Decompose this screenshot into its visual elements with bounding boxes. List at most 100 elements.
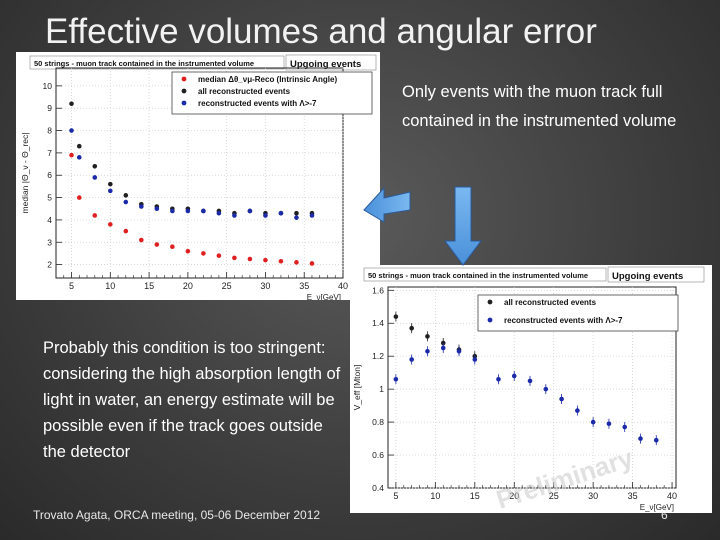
footer-text: Trovato Agata, ORCA meeting, 05-06 Decem… [33,508,321,522]
y-tick-label: 0.4 [372,483,384,493]
x-tick-label: 25 [222,281,232,291]
chart-header-box [29,55,285,70]
data-point [216,253,222,258]
y-tick-label: 7 [47,148,52,158]
data-point [76,143,82,149]
data-point [543,386,549,392]
data-point [201,251,206,256]
y-tick-label: 3 [47,237,52,247]
x-tick-label: 25 [549,491,559,501]
data-point [69,128,74,133]
data-point [606,421,612,427]
data-point [590,419,596,425]
data-point [185,208,191,214]
chart-subtitle: Upgoing events [612,271,683,282]
data-point [247,208,253,214]
data-point [425,348,430,354]
data-point [139,204,144,209]
data-point [123,228,129,234]
data-point [170,244,175,250]
data-point [393,314,399,319]
x-tick-label: 20 [509,491,519,501]
data-point [170,208,175,214]
y-tick-label: 4 [47,215,52,225]
data-point [107,222,113,227]
data-point [185,248,191,254]
x-axis-label: E_ν[GeV] [307,293,341,300]
legend-marker [181,100,187,106]
data-point [456,348,462,354]
data-point [309,261,315,266]
data-point [393,376,399,382]
data-point [76,195,82,200]
data-point [263,257,268,263]
data-point [232,255,237,261]
data-point [409,325,414,331]
data-point [263,213,268,218]
page-number: 6 [661,508,668,522]
y-tick-label: 8 [47,126,52,136]
data-point [575,408,580,413]
data-point [154,242,160,247]
legend-marker [487,317,493,323]
data-point [232,213,237,218]
y-tick-label: 1 [379,384,384,394]
legend-box [477,294,679,332]
data-point [425,334,430,339]
legend-box [171,71,373,115]
y-tick-label: 0.8 [372,417,384,427]
data-point [201,208,206,214]
legend-label: reconstructed events with Λ>-7 [504,316,623,325]
y-tick-label: 6 [47,170,52,180]
x-tick-label: 15 [144,281,154,291]
data-point [559,396,564,402]
chart-subtitle-box [607,266,705,283]
data-point [294,210,299,216]
legend-marker [181,88,187,94]
data-point [216,210,222,216]
data-point [294,260,299,265]
effective-volume-plot: 50 strings - muon track contained in the… [350,265,712,515]
legend-marker [181,76,187,82]
data-point [247,256,253,262]
data-point [107,181,113,187]
x-tick-label: 35 [628,491,638,501]
effective-volume-chart: 50 strings - muon track contained in the… [352,266,705,515]
x-tick-label: 30 [260,281,270,291]
legend-label: median Δθ_νμ-Reco (Intrinsic Angle) [198,75,337,84]
y-tick-label: 1.4 [372,318,384,328]
angular-error-chart: 50 strings - muon track contained in the… [20,54,377,302]
data-point [440,345,446,351]
data-point [123,199,129,205]
data-point [92,175,98,180]
data-point [496,376,501,382]
x-tick-label: 5 [393,491,398,501]
data-point [278,210,284,216]
data-point [92,163,98,169]
data-point [278,258,284,264]
y-tick-label: 5 [47,193,52,203]
chart-header: 50 strings - muon track contained in the… [368,271,588,280]
arrow-left-icon [363,186,411,223]
data-point [107,188,113,194]
data-point [511,373,517,379]
y-tick-label: 9 [47,103,52,113]
note-top-text: Only events with the muon track full con… [402,83,677,130]
slide-title: Effective volumes and angular error [45,12,597,51]
data-point [309,213,315,218]
data-point [409,357,414,362]
x-tick-label: 5 [69,281,74,291]
note-mid-text: Probably this condition is too stringent… [43,339,341,461]
chart-header-box [363,267,607,282]
angular-error-plot: 50 strings - muon track contained in the… [16,52,380,302]
x-tick-label: 40 [338,281,348,291]
data-point [294,215,299,220]
legend-marker [487,299,493,305]
x-tick-label: 30 [588,491,598,501]
data-point [69,101,74,107]
x-tick-label: 10 [105,281,115,291]
y-tick-label: 1.6 [372,285,384,295]
legend-label: reconstructed events with Λ>-7 [198,99,317,108]
y-axis-label: median |Θ_ν - Θ_rec| [20,133,30,214]
y-tick-label: 0.6 [372,450,384,460]
